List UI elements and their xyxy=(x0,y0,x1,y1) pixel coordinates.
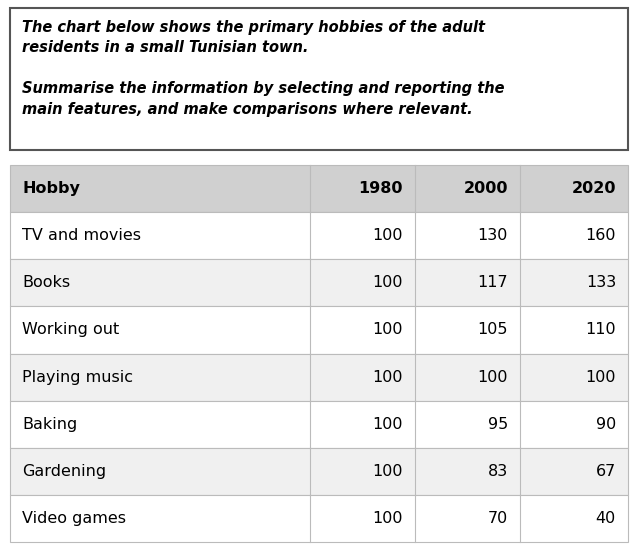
Text: 67: 67 xyxy=(596,464,616,479)
Text: 130: 130 xyxy=(477,228,508,243)
Text: Video games: Video games xyxy=(22,511,126,526)
Bar xyxy=(10,306,628,354)
Bar xyxy=(10,354,628,401)
Text: 83: 83 xyxy=(488,464,508,479)
Text: 160: 160 xyxy=(586,228,616,243)
Text: 100: 100 xyxy=(372,511,403,526)
Bar xyxy=(10,165,628,212)
Text: 100: 100 xyxy=(477,369,508,384)
Bar xyxy=(10,212,628,259)
Text: 95: 95 xyxy=(488,417,508,432)
Text: TV and movies: TV and movies xyxy=(22,228,141,243)
Text: The chart below shows the primary hobbies of the adult
residents in a small Tuni: The chart below shows the primary hobbie… xyxy=(22,20,504,116)
Bar xyxy=(10,448,628,495)
Text: 100: 100 xyxy=(372,464,403,479)
Text: 105: 105 xyxy=(477,322,508,338)
Text: 100: 100 xyxy=(372,417,403,432)
Text: Playing music: Playing music xyxy=(22,369,133,384)
Text: 90: 90 xyxy=(596,417,616,432)
Text: 133: 133 xyxy=(586,275,616,290)
Text: 117: 117 xyxy=(477,275,508,290)
Text: Gardening: Gardening xyxy=(22,464,106,479)
Text: 110: 110 xyxy=(586,322,616,338)
Text: Hobby: Hobby xyxy=(22,181,80,196)
Text: Working out: Working out xyxy=(22,322,119,338)
Text: Books: Books xyxy=(22,275,70,290)
Text: 2000: 2000 xyxy=(463,181,508,196)
Bar xyxy=(10,401,628,448)
Text: 100: 100 xyxy=(586,369,616,384)
Text: Baking: Baking xyxy=(22,417,77,432)
Bar xyxy=(10,495,628,542)
Text: 100: 100 xyxy=(372,228,403,243)
Text: 2020: 2020 xyxy=(572,181,616,196)
Text: 100: 100 xyxy=(372,369,403,384)
Bar xyxy=(10,8,628,150)
Text: 40: 40 xyxy=(596,511,616,526)
Bar xyxy=(10,259,628,306)
Text: 100: 100 xyxy=(372,275,403,290)
Text: 1980: 1980 xyxy=(358,181,403,196)
Text: 70: 70 xyxy=(488,511,508,526)
Text: 100: 100 xyxy=(372,322,403,338)
